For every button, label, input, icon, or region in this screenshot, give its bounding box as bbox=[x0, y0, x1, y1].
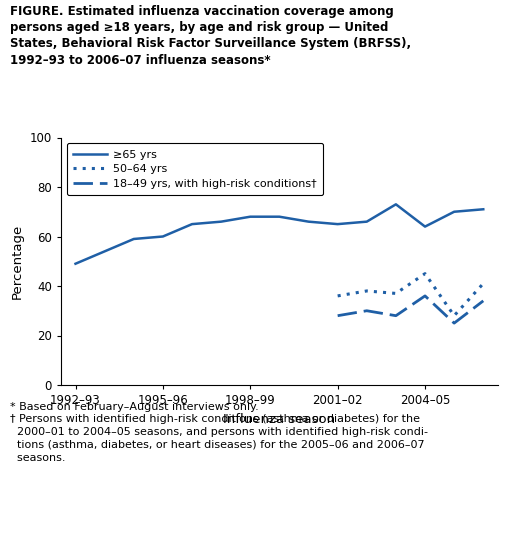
Text: FIGURE. Estimated influenza vaccination coverage among
persons aged ≥18 years, b: FIGURE. Estimated influenza vaccination … bbox=[10, 6, 411, 67]
X-axis label: Influenza season: Influenza season bbox=[224, 412, 335, 426]
Legend: ≥65 yrs, 50–64 yrs, 18–49 yrs, with high-risk conditions†: ≥65 yrs, 50–64 yrs, 18–49 yrs, with high… bbox=[67, 143, 324, 195]
Text: * Based on February–August interviews only.
† Persons with identified high-risk : * Based on February–August interviews on… bbox=[10, 402, 428, 463]
Y-axis label: Percentage: Percentage bbox=[11, 224, 24, 299]
